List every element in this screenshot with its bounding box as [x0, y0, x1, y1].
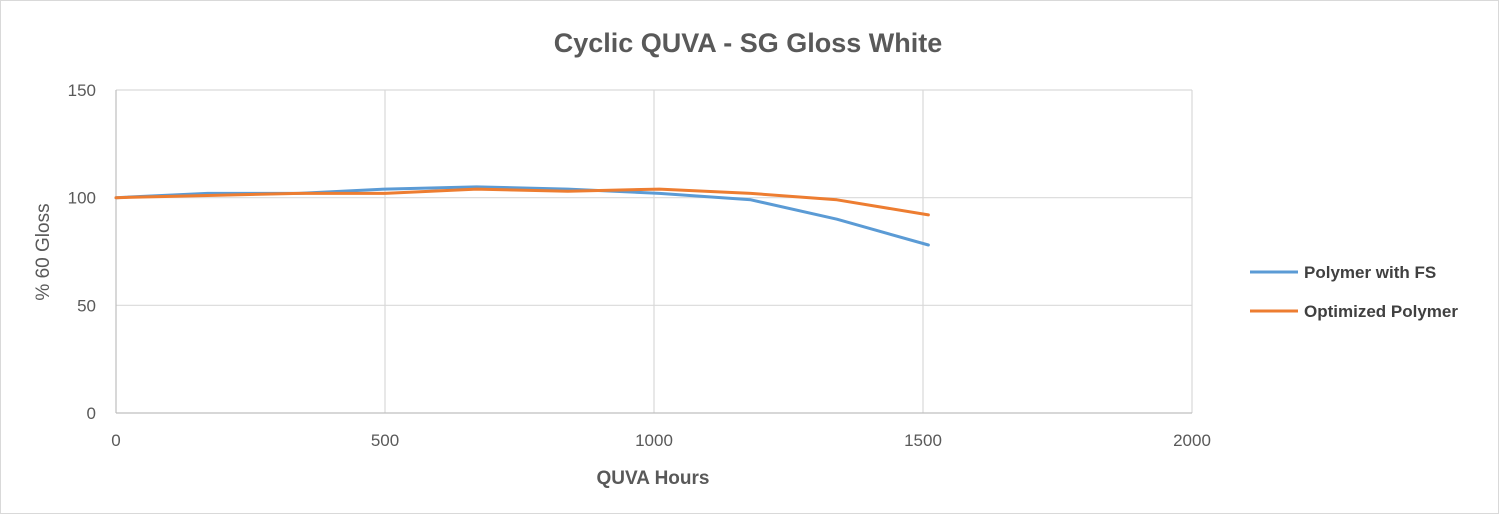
x-axis-title: QUVA Hours: [597, 468, 710, 489]
gridlines: [116, 89, 1193, 413]
x-tick-label: 1500: [904, 431, 942, 450]
x-tick-label: 2000: [1173, 431, 1211, 450]
series-line-optimized-polymer: [114, 187, 930, 217]
y-axis-title: % 60 Gloss: [33, 203, 54, 300]
x-tick-label: 1000: [635, 431, 673, 450]
y-tick-label: 50: [77, 296, 96, 315]
legend: Polymer with FS Optimized Polymer: [1250, 263, 1458, 321]
x-tick-label: 500: [371, 431, 399, 450]
y-tick-label: 0: [87, 404, 96, 423]
x-tick-labels: 0 500 1000 1500 2000: [111, 431, 1211, 450]
y-tick-label: 150: [68, 81, 96, 100]
y-tick-label: 100: [68, 189, 96, 208]
x-tick-label: 0: [111, 431, 120, 450]
legend-label-polymer-with-fs: Polymer with FS: [1304, 263, 1436, 282]
series-lines: [114, 185, 930, 247]
chart-title: Cyclic QUVA - SG Gloss White: [554, 28, 943, 58]
axes: [115, 90, 1192, 414]
legend-label-optimized-polymer: Optimized Polymer: [1304, 302, 1458, 321]
y-tick-labels: 0 50 100 150: [68, 81, 96, 423]
